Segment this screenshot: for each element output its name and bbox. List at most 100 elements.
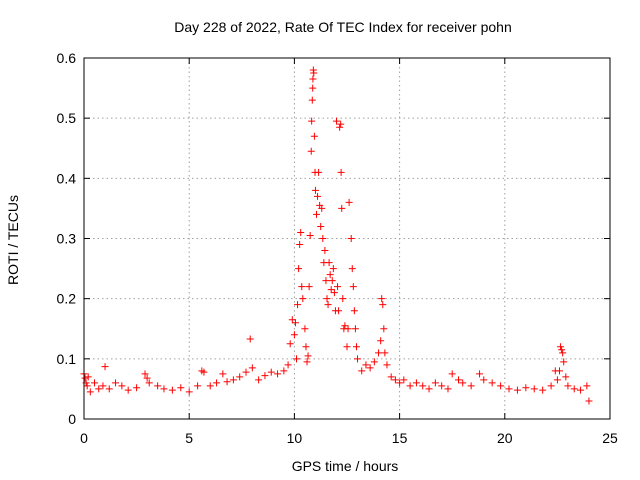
data-point [291, 319, 299, 327]
data-point [351, 325, 359, 333]
data-point [306, 231, 314, 239]
data-point [319, 235, 327, 242]
data-point [321, 247, 329, 255]
data-point [81, 374, 89, 382]
data-point [497, 382, 505, 390]
data-point [145, 379, 153, 387]
data-point [352, 343, 360, 351]
data-point [246, 335, 254, 343]
data-point [305, 283, 313, 291]
data-point [412, 379, 420, 387]
data-point [585, 397, 593, 405]
data-point [168, 386, 176, 394]
data-point [314, 192, 322, 200]
data-point [380, 325, 388, 333]
data-point [91, 379, 99, 387]
data-point [284, 361, 292, 369]
data-point [99, 382, 107, 390]
data-point [558, 346, 566, 354]
data-point [379, 301, 387, 309]
data-point [400, 376, 408, 384]
data-point [560, 358, 568, 366]
data-point [229, 376, 237, 384]
data-point [522, 384, 530, 392]
data-point [336, 123, 344, 131]
data-point [308, 96, 316, 104]
data-point [425, 385, 433, 393]
data-point [112, 379, 120, 387]
data-point [406, 382, 414, 390]
data-point [154, 382, 162, 390]
data-point [194, 382, 202, 390]
y-tick-label: 0.4 [57, 170, 77, 186]
data-point [118, 382, 126, 390]
data-point [304, 352, 312, 360]
data-point [223, 378, 231, 386]
data-point [345, 198, 353, 206]
y-tick-label: 0.3 [57, 231, 77, 247]
data-point [362, 361, 370, 369]
data-point [339, 295, 347, 303]
data-point [337, 120, 345, 128]
data-point [448, 370, 456, 378]
data-point [553, 376, 561, 384]
data-point [559, 349, 567, 357]
data-point [317, 222, 325, 230]
data-point [294, 301, 302, 309]
data-point [332, 117, 340, 125]
data-point [200, 368, 208, 376]
data-point [381, 349, 389, 357]
data-point [124, 386, 132, 394]
data-point [387, 373, 395, 381]
data-point [539, 386, 547, 394]
data-point [329, 265, 337, 273]
x-tick-label: 20 [497, 430, 513, 446]
data-point [297, 228, 305, 236]
data-point [338, 204, 346, 212]
data-point [391, 376, 399, 384]
data-point [324, 301, 332, 309]
y-tick-label: 0 [68, 411, 76, 427]
data-point [326, 271, 334, 279]
data-point [444, 385, 452, 393]
data-point [343, 343, 351, 351]
y-axis-label: ROTI / TECUs [5, 195, 21, 285]
data-point [86, 388, 94, 396]
data-point [309, 84, 317, 92]
x-axis-label: GPS time / hours [292, 458, 399, 474]
data-point [341, 322, 349, 330]
data-point [302, 343, 310, 351]
data-point [370, 358, 378, 366]
data-point [396, 379, 404, 387]
data-point [377, 337, 385, 345]
data-point [219, 370, 227, 378]
data-point [206, 382, 214, 390]
data-point [312, 210, 320, 218]
y-tick-label: 0.5 [57, 110, 77, 126]
data-point [299, 295, 307, 303]
data-point [335, 307, 343, 315]
data-point [298, 283, 306, 291]
data-point [160, 385, 168, 393]
data-point [375, 349, 383, 357]
y-tick-label: 0.2 [57, 291, 77, 307]
data-point [267, 368, 275, 376]
data-point [330, 289, 338, 297]
data-point [84, 373, 92, 381]
x-tick-label: 5 [185, 430, 193, 446]
x-tick-label: 10 [287, 430, 303, 446]
data-point [261, 372, 269, 380]
data-point [467, 382, 475, 390]
data-point [308, 117, 316, 125]
data-point [322, 277, 330, 285]
data-point [480, 376, 488, 384]
data-point [274, 370, 282, 378]
data-point [288, 316, 296, 324]
data-point [455, 376, 463, 384]
data-point [307, 147, 315, 155]
data-point [290, 331, 298, 339]
data-point [318, 204, 326, 212]
data-point [366, 364, 374, 372]
data-point [185, 388, 193, 396]
